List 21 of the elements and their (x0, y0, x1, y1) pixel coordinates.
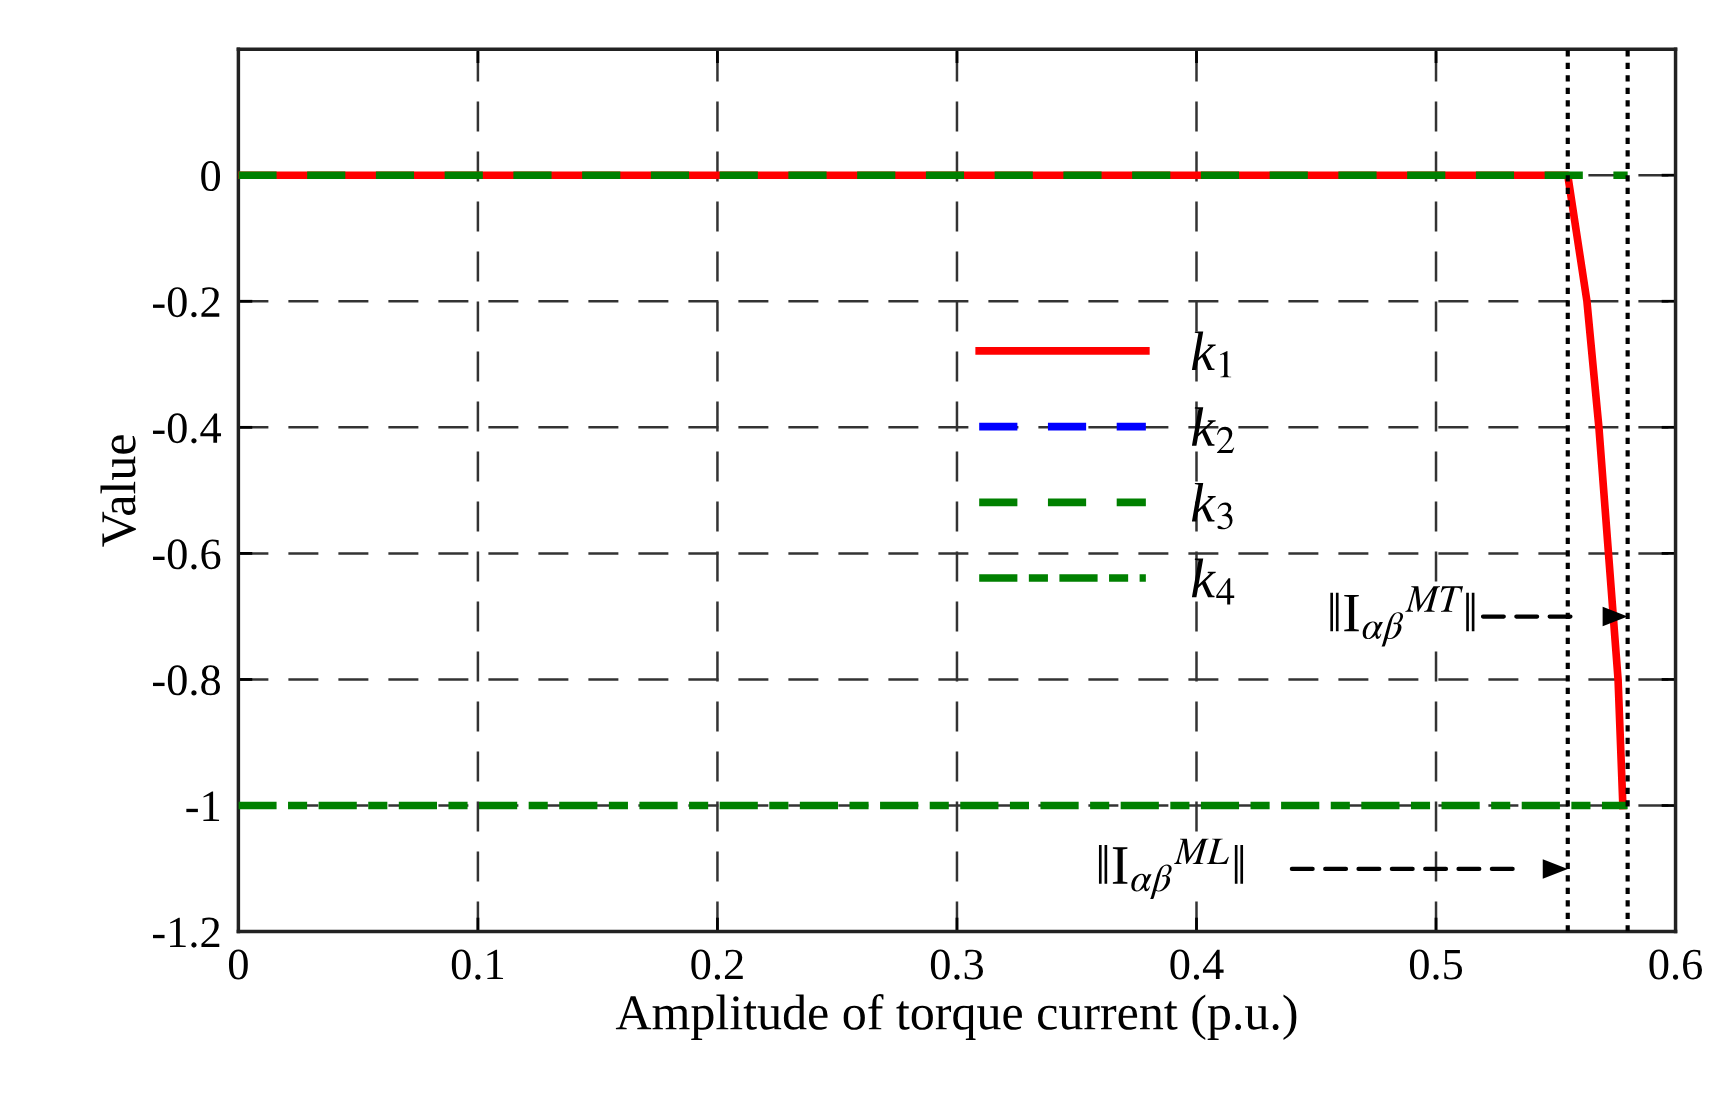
x-axis-title: Amplitude of torque current (p.u.) (615, 994, 1297, 1040)
y-tick-label: -0.2 (153, 287, 220, 318)
legend-label: k$_{3}$ (1191, 482, 1233, 530)
annotation: ‖I$_{αβ}$$^{ML}$‖ (1098, 838, 1244, 899)
annotation: ‖I$_{αβ}$$^{MT}$‖ (1330, 586, 1475, 647)
y-tick-label: -0.6 (153, 539, 221, 570)
legend-label: k$_{1}$ (1191, 331, 1232, 378)
y-tick-label: -0.4 (153, 413, 222, 444)
x-tick-label: 0.1 (451, 949, 504, 980)
x-tick-label: 0.4 (1170, 949, 1224, 980)
y-tick-label: -1.2 (153, 917, 220, 948)
y-axis-title: Value (100, 435, 136, 547)
y-tick-label: -0.8 (153, 665, 221, 696)
legend-label: k$_{4}$ (1191, 558, 1235, 605)
x-tick-label: 0.6 (1649, 949, 1703, 980)
x-tick-label: 0.3 (930, 949, 984, 980)
x-tick-label: 0.5 (1409, 949, 1463, 980)
y-tick-label: 0 (201, 161, 221, 192)
x-tick-label: 0 (228, 949, 248, 980)
x-tick-label: 0.2 (691, 949, 743, 980)
y-tick-label: -1 (186, 791, 220, 821)
